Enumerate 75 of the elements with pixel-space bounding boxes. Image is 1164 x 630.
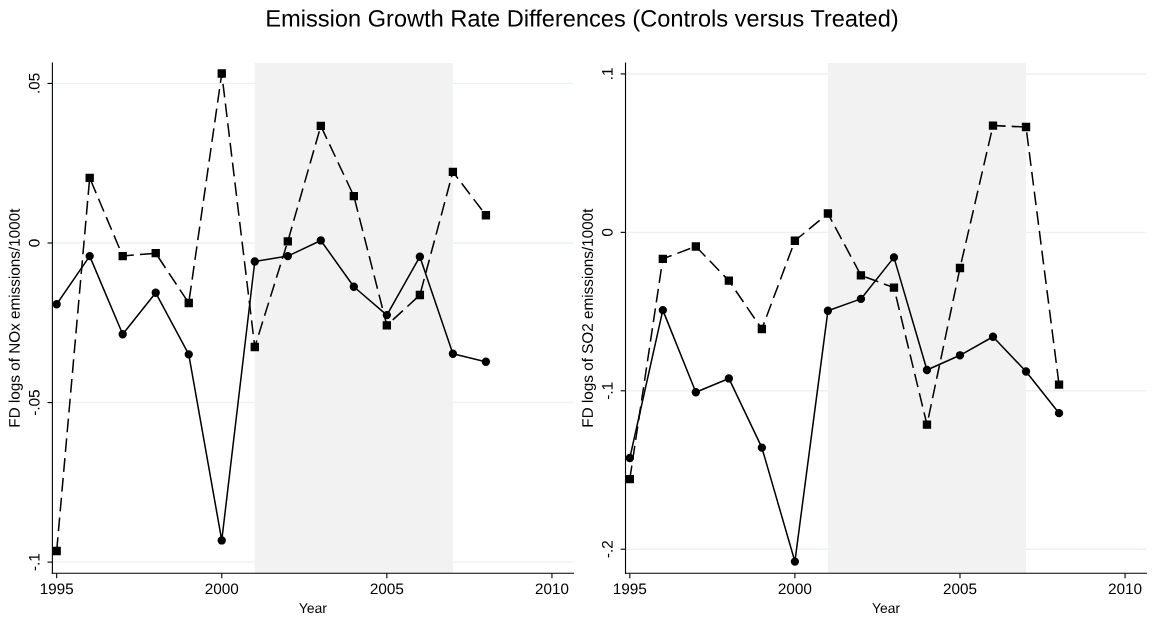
y-tick-label: 0 (601, 228, 613, 237)
point (1054, 380, 1064, 389)
point (1021, 122, 1031, 132)
point (151, 249, 160, 258)
x-axis-title: Year (872, 603, 900, 614)
point (448, 167, 458, 176)
x-tick-label: 2010 (1108, 583, 1142, 595)
x-tick-label: 2000 (205, 583, 239, 595)
point (184, 298, 193, 308)
y-tick-label: -.2 (601, 541, 613, 558)
point (658, 254, 667, 263)
point (988, 121, 998, 130)
x-tick-label: 2005 (370, 583, 404, 595)
point (724, 374, 734, 383)
chart-title: Emission Growth Rate Differences (Controls versus Treated) (267, 9, 898, 32)
point (691, 388, 701, 397)
point (448, 349, 458, 358)
point (316, 236, 325, 245)
point (823, 306, 833, 315)
point (856, 294, 866, 304)
point (415, 252, 425, 261)
y-axis-title: FD logs of SO2 emissions/1000t (581, 208, 596, 427)
point (724, 276, 734, 285)
point (283, 251, 292, 261)
y-tick-label: .05 (28, 73, 40, 93)
point (856, 271, 866, 280)
point (889, 283, 899, 292)
point (151, 288, 160, 297)
point (349, 282, 359, 291)
point (118, 251, 127, 261)
point (52, 546, 61, 556)
point (691, 242, 701, 251)
point (316, 121, 325, 131)
point (85, 251, 94, 261)
point (790, 236, 800, 245)
point (1021, 367, 1031, 376)
point (481, 357, 491, 366)
point (118, 330, 127, 339)
point (625, 475, 634, 484)
x-tick-label: 2000 (778, 583, 812, 595)
point (889, 253, 899, 262)
y-tick-label: -.1 (602, 382, 613, 400)
point (85, 173, 94, 183)
point (415, 290, 425, 300)
point (184, 350, 193, 359)
x-tick-label: 2010 (535, 583, 569, 595)
point (790, 557, 800, 566)
point (52, 300, 61, 309)
point (658, 305, 667, 315)
point (250, 257, 259, 266)
point (955, 263, 965, 273)
point (217, 69, 226, 78)
x-axis-title: Year (299, 603, 327, 614)
y-tick-label: -.05 (28, 390, 40, 416)
point (922, 365, 932, 375)
point (823, 209, 833, 218)
y-tick-label: .1 (602, 68, 613, 79)
point (283, 237, 292, 246)
point (250, 342, 259, 352)
point (988, 332, 998, 341)
point (922, 420, 932, 429)
point (757, 443, 767, 452)
x-tick-label: 1995 (613, 583, 647, 595)
point (217, 536, 226, 545)
y-axis-title: FD logs of NOx emissions/1000t (8, 208, 23, 427)
x-tick-label: 1995 (40, 583, 74, 595)
point (481, 211, 491, 220)
point (955, 351, 965, 360)
point (349, 191, 359, 201)
x-tick-label: 2005 (943, 583, 977, 595)
point (1054, 408, 1064, 418)
point (382, 321, 392, 330)
point (757, 324, 767, 334)
y-tick-label: 0 (28, 239, 40, 247)
y-tick-label: -.1 (28, 553, 40, 571)
